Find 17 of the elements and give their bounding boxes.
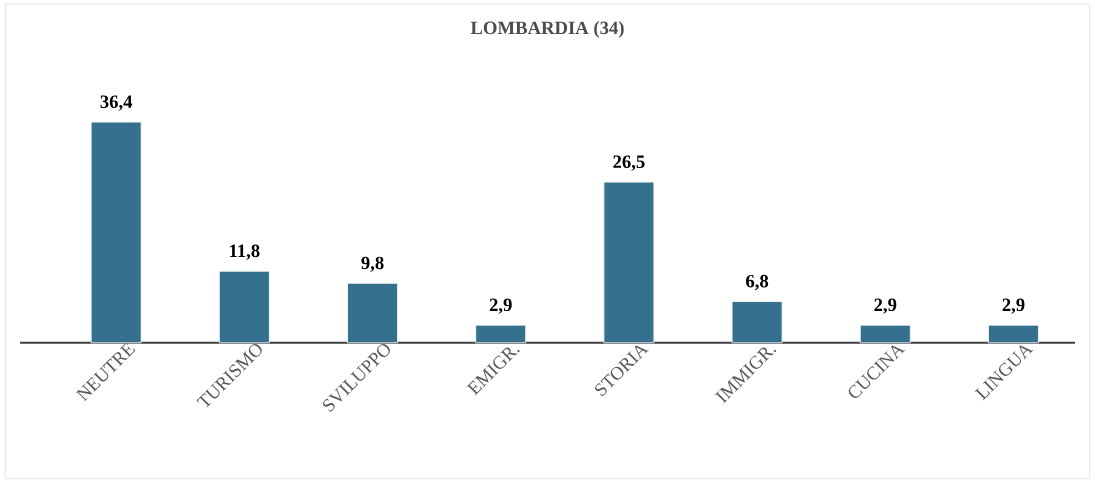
chart-title: LOMBARDIA (34): [470, 20, 624, 38]
data-label: 36,4: [100, 95, 133, 111]
bar: [859, 324, 911, 343]
data-label: 2,9: [874, 298, 897, 314]
data-label: 2,9: [489, 298, 512, 314]
bar: [218, 270, 270, 343]
bar: [475, 324, 527, 343]
bar: [90, 121, 142, 343]
bar: [988, 324, 1039, 343]
bar: [347, 282, 398, 343]
bar: [603, 181, 655, 343]
data-label: 26,5: [613, 155, 645, 171]
data-label: 6,8: [746, 274, 769, 290]
data-label: 2,9: [1002, 298, 1025, 314]
data-label: 11,8: [230, 244, 260, 260]
data-label: 9,8: [361, 256, 384, 272]
bar: [731, 300, 783, 343]
